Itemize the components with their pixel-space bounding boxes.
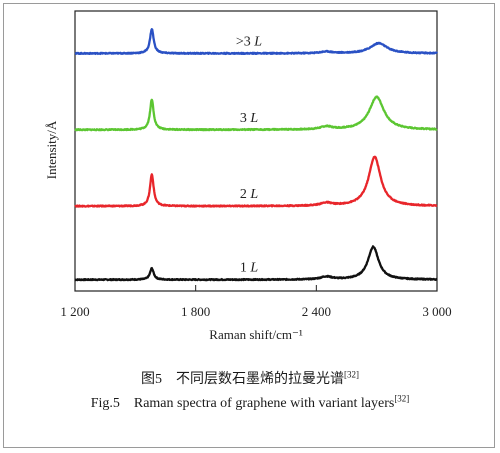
caption-chinese: 图5 不同层数石墨烯的拉曼光谱[32] [141, 369, 359, 387]
x-tick-label: 2 400 [302, 304, 331, 319]
x-tick-label: 1 800 [181, 304, 210, 319]
spectrum-line-1 [74, 245, 438, 282]
series-label: >3 L [236, 34, 262, 49]
series-label: 1 L [240, 261, 259, 276]
plot-area [74, 10, 438, 292]
series-label: 3 L [240, 111, 259, 126]
spectrum-line-2 [74, 155, 438, 208]
figure-frame [3, 3, 495, 448]
spectrum-line-3 [74, 95, 438, 132]
x-axis-label: Raman shift/cm⁻¹ [209, 327, 303, 342]
y-axis-label: Intensity/Å [44, 120, 59, 179]
raman-chart: 1 200 1 800 2 400 3 000 1 L 2 L 3 L >3 L Inten… [44, 10, 452, 342]
caption-english: Fig.5 Raman spectra of graphene with var… [90, 393, 410, 411]
x-tick-label: 1 200 [60, 304, 89, 319]
series-label: 2 L [240, 187, 259, 202]
x-tick-label: 3 000 [422, 304, 451, 319]
spectrum-line-4 [74, 28, 438, 56]
